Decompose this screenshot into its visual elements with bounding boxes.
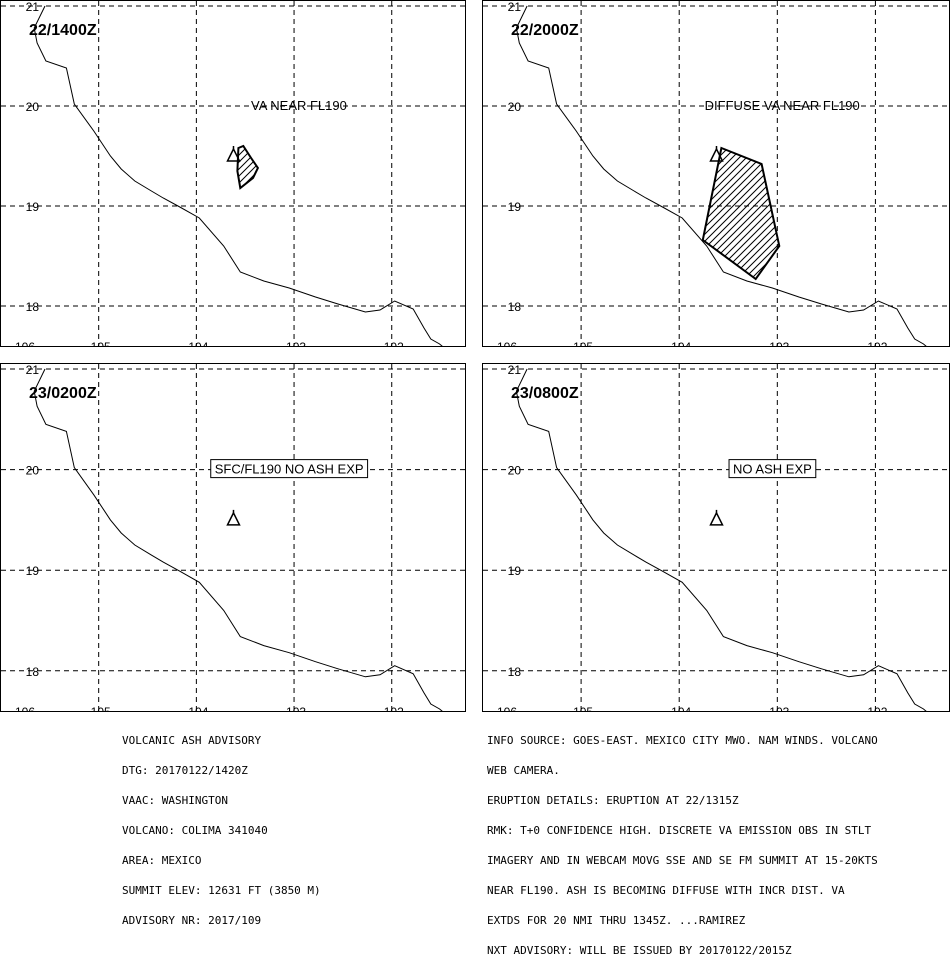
panel-time-label: 23/0200Z [29, 385, 97, 402]
coastline [33, 368, 443, 711]
longitude-tick-label: -106 [11, 340, 35, 346]
longitude-tick-label: -103 [765, 340, 789, 346]
ash-label: VA NEAR FL190 [251, 98, 347, 113]
longitude-tick-label: -104 [667, 705, 691, 711]
advisory-header-block: VOLCANIC ASH ADVISORY DTG: 20170122/1420… [122, 716, 321, 936]
coastline [515, 5, 927, 346]
longitude-tick-label: -105 [569, 340, 593, 346]
map-panel-1: -106 -105 -104 -103 -102 21 20 19 18 22/1400Z VA N… [0, 0, 466, 347]
longitude-tick-label: -102 [380, 340, 404, 346]
advisory-remarks-1: RMK: T+0 CONFIDENCE HIGH. DISCRETE VA EM… [487, 824, 872, 837]
panel-time-label: 23/0800Z [511, 385, 579, 402]
longitude-tick-label: -105 [87, 705, 111, 711]
latitude-tick-label: 18 [508, 665, 522, 679]
longitude-tick-label: -106 [493, 340, 517, 346]
ash-label: DIFFUSE VA NEAR FL190 [705, 98, 860, 113]
volcano-icon [709, 509, 724, 526]
longitude-tick-label: -103 [765, 705, 789, 711]
longitude-tick-label: -102 [863, 340, 887, 346]
latitude-tick-label: 20 [26, 464, 40, 478]
latitude-tick-label: 21 [508, 364, 522, 377]
ash-label: NO ASH EXP [733, 462, 812, 477]
map-svg: -106 -105 -104 -103 -102 21 20 19 18 22/2000Z DIFF… [483, 1, 949, 346]
advisory-next: NXT ADVISORY: WILL BE ISSUED BY 20170122… [487, 944, 792, 957]
advisory-title: VOLCANIC ASH ADVISORY [122, 734, 262, 747]
latitude-tick-label: 20 [26, 100, 40, 114]
longitude-tick-label: -103 [282, 705, 306, 711]
latitude-tick-label: 21 [508, 1, 522, 14]
latitude-tick-label: 20 [508, 100, 522, 114]
advisory-info-source: INFO SOURCE: GOES-EAST. MEXICO CITY MWO.… [487, 734, 878, 747]
advisory-vaac: VAAC: WASHINGTON [122, 794, 228, 807]
advisory-area: AREA: MEXICO [122, 854, 202, 867]
map-svg: -106 -105 -104 -103 -102 21 20 19 18 22/1400Z VA N… [1, 1, 465, 346]
coastline [515, 368, 927, 711]
advisory-eruption-details: ERUPTION DETAILS: ERUPTION AT 22/1315Z [487, 794, 739, 807]
latitude-tick-label: 19 [26, 200, 40, 214]
longitude-tick-label: -103 [282, 340, 306, 346]
advisory-remarks-4: EXTDS FOR 20 NMI THRU 1345Z. ...RAMIREZ [487, 914, 746, 927]
advisory-info-source-cont: WEB CAMERA. [487, 764, 560, 777]
map-svg: -106 -105 -104 -103 -102 21 20 19 18 23/0800Z NO A… [483, 364, 949, 711]
latitude-tick-label: 19 [26, 564, 40, 578]
ash-label-box [728, 459, 817, 479]
advisory-volcano: VOLCANO: COLIMA 341040 [122, 824, 268, 837]
longitude-tick-label: -106 [11, 705, 35, 711]
ash-label-box [210, 459, 369, 479]
panel-time-label: 22/2000Z [511, 22, 579, 39]
map-panel-2: -106 -105 -104 -103 -102 21 20 19 18 22/2000Z DIFF… [482, 0, 950, 347]
longitude-tick-label: -102 [863, 705, 887, 711]
latitude-tick-label: 19 [508, 200, 522, 214]
map-svg: -106 -105 -104 -103 -102 21 20 19 18 23/0200Z SFC/… [1, 364, 465, 711]
panel-time-label: 22/1400Z [29, 22, 97, 39]
ash-cloud-polygon [236, 144, 260, 190]
latitude-tick-label: 18 [26, 665, 40, 679]
latitude-tick-label: 21 [26, 364, 40, 377]
ash-label: SFC/FL190 NO ASH EXP [215, 462, 364, 477]
volcano-icon [226, 146, 241, 162]
longitude-tick-label: -104 [184, 705, 208, 711]
longitude-tick-label: -106 [493, 705, 517, 711]
ash-cloud-polygon [701, 146, 781, 281]
volcano-icon [226, 509, 241, 526]
latitude-tick-label: 18 [508, 300, 522, 314]
map-panel-3: -106 -105 -104 -103 -102 21 20 19 18 23/0200Z SFC/… [0, 363, 466, 712]
longitude-tick-label: -104 [667, 340, 691, 346]
advisory-remarks-2: IMAGERY AND IN WEBCAM MOVG SSE AND SE FM… [487, 854, 878, 867]
longitude-tick-label: -105 [569, 705, 593, 711]
longitude-tick-label: -102 [380, 705, 404, 711]
longitude-tick-label: -105 [87, 340, 111, 346]
longitude-tick-label: -104 [184, 340, 208, 346]
coastline [33, 5, 443, 346]
map-panel-4: -106 -105 -104 -103 -102 21 20 19 18 23/0800Z NO A… [482, 363, 950, 712]
advisory-remarks-block: INFO SOURCE: GOES-EAST. MEXICO CITY MWO.… [487, 716, 878, 966]
advisory-dtg: DTG: 20170122/1420Z [122, 764, 248, 777]
latitude-tick-label: 21 [26, 1, 40, 14]
volcano-icon [709, 146, 724, 162]
latitude-tick-label: 19 [508, 564, 522, 578]
advisory-summit-elev: SUMMIT ELEV: 12631 FT (3850 M) [122, 884, 321, 897]
advisory-remarks-3: NEAR FL190. ASH IS BECOMING DIFFUSE WITH… [487, 884, 845, 897]
advisory-number: ADVISORY NR: 2017/109 [122, 914, 262, 927]
latitude-tick-label: 20 [508, 464, 522, 478]
latitude-tick-label: 18 [26, 300, 40, 314]
